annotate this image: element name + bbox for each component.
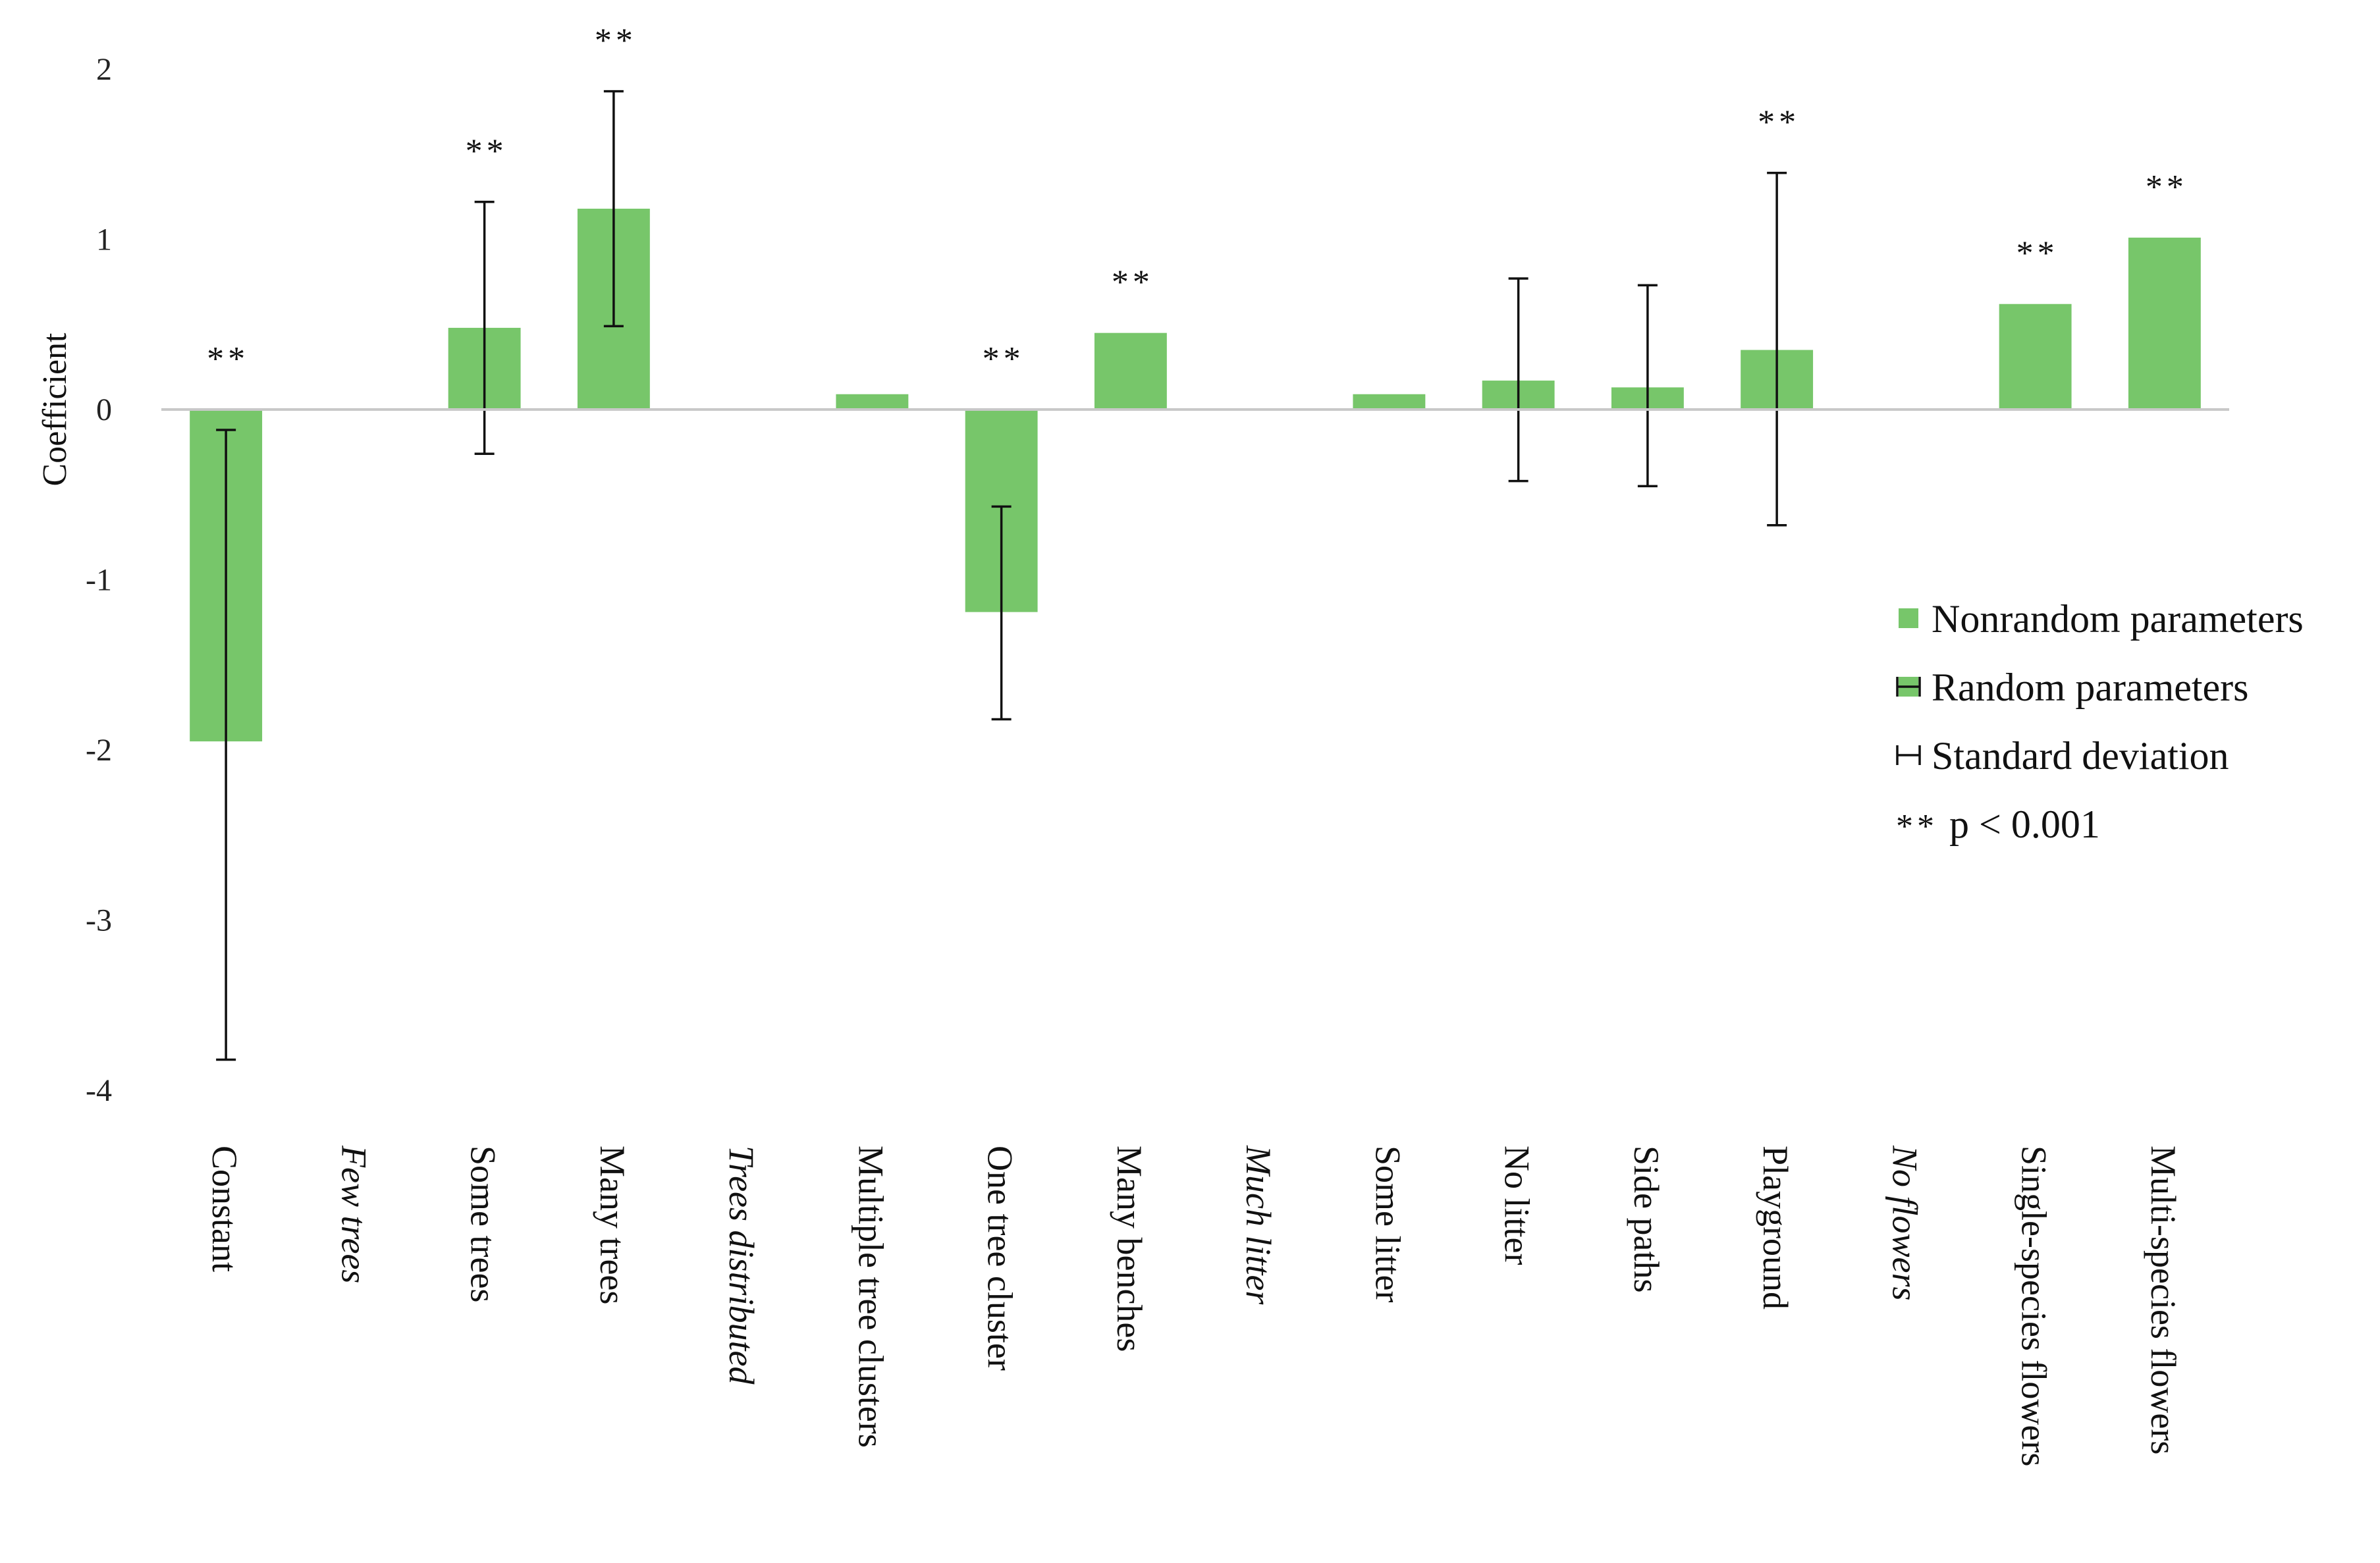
error-bar	[216, 429, 236, 1061]
legend-swatch	[1899, 608, 1918, 628]
y-axis: 2 1 0 -1 -2 -3 -4	[86, 52, 112, 1108]
legend-symbol: **	[1896, 808, 1938, 845]
category-label: Some trees	[464, 1146, 503, 1302]
y-tick-label: 0	[96, 392, 112, 427]
category-label: No litter	[1498, 1146, 1537, 1265]
category-label: Multi-species flowers	[2144, 1146, 2183, 1454]
legend-label: Nonrandom parameters	[1932, 597, 2304, 641]
y-tick-label: -3	[86, 903, 112, 938]
legend-item: Nonrandom parameters	[1899, 597, 2304, 641]
y-tick-label: -2	[86, 733, 112, 768]
category-label: Playground	[1756, 1146, 1795, 1310]
error-bar	[1637, 284, 1658, 488]
category-label: Few trees	[334, 1145, 373, 1283]
bar	[836, 394, 909, 410]
category-label: Many trees	[593, 1146, 632, 1304]
legend-label: Random parameters	[1932, 666, 2249, 709]
significance-marker: **	[2016, 235, 2059, 273]
significance-marker: **	[466, 133, 508, 171]
category-label: Much litter	[1239, 1145, 1278, 1305]
y-tick-label: -1	[86, 563, 112, 598]
error-bar	[991, 505, 1012, 721]
category-label: Multiple tree clusters	[851, 1146, 890, 1448]
category-label: Many benches	[1110, 1146, 1149, 1352]
category-labels: Constant Few trees Some trees Many trees Tre…	[205, 1145, 2183, 1466]
category-label: Some litter	[1368, 1146, 1407, 1302]
category-label: Constant	[205, 1146, 244, 1272]
legend-item: ** p < 0.001	[1896, 803, 2100, 846]
category-label: One tree cluster	[981, 1146, 1020, 1371]
category-label: Trees distributed	[722, 1146, 761, 1385]
legend-label: Standard deviation	[1932, 734, 2229, 778]
significance-marker: **	[1112, 264, 1154, 302]
bars	[190, 208, 2201, 742]
significance-marker: **	[595, 22, 637, 60]
significance-marker: **	[2146, 169, 2188, 206]
category-label: No flowers	[1885, 1145, 1924, 1301]
legend: Nonrandom parameters Random parameters Sta…	[1896, 597, 2304, 846]
y-tick-label: 1	[96, 223, 112, 257]
bar	[1999, 304, 2072, 410]
y-tick-label: 2	[96, 52, 112, 87]
category-label: Single-species flowers	[2015, 1146, 2054, 1466]
bar	[1353, 394, 1426, 410]
error-bar	[474, 200, 495, 455]
error-bar	[1767, 171, 1787, 527]
bar	[1094, 332, 1167, 410]
error-bars	[216, 90, 1787, 1061]
bar	[2128, 237, 2201, 410]
y-axis-title: Coefficient	[36, 332, 74, 487]
y-tick-label: -4	[86, 1073, 112, 1108]
legend-label: p < 0.001	[1949, 803, 2100, 846]
significance-marker: **	[207, 340, 249, 378]
category-label: Side paths	[1627, 1146, 1666, 1293]
significance-markers: ** ** ** ** ** ** ** **	[207, 22, 2188, 378]
legend-item: Standard deviation	[1896, 734, 2229, 778]
error-bar	[1508, 277, 1528, 483]
legend-item: Random parameters	[1896, 666, 2249, 709]
error-bar	[603, 90, 624, 328]
significance-marker: **	[1758, 104, 1800, 142]
significance-marker: **	[983, 340, 1025, 378]
